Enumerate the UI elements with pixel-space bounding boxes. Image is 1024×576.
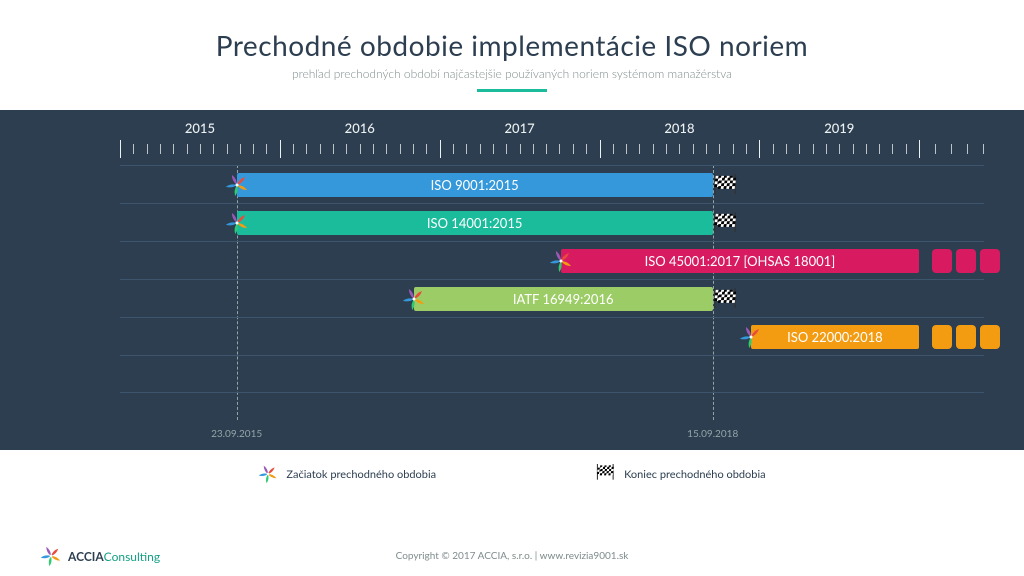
gantt-rows: ISO 9001:2015 ISO 14001:2015 ISO 45001:2… [120, 165, 984, 393]
pinwheel-icon [258, 464, 278, 484]
gantt-bar: ISO 45001:2017 [OHSAS 18001] [561, 249, 920, 273]
gantt-bar: ISO 22000:2018 [751, 325, 919, 349]
timeline-scale: 2015 2016 2017 2018 2019 [120, 110, 984, 165]
gantt-row: IATF 16949:2016 [120, 279, 984, 317]
gantt-row: ISO 9001:2015 [120, 165, 984, 203]
legend-start-label: Začiatok prechodného obdobia [286, 468, 436, 481]
gantt-row: ISO 14001:2015 [120, 203, 984, 241]
checkered-flag-icon [713, 288, 739, 310]
marker-date: 15.09.2018 [687, 428, 738, 440]
gantt-bar: IATF 16949:2016 [414, 287, 713, 311]
page-subtitle: prehľad prechodných období najčastejšie … [0, 66, 1024, 81]
footer-copyright: Copyright © 2017 ACCIA, s.r.o. | www.rev… [0, 550, 1024, 562]
gantt-bar: ISO 9001:2015 [237, 173, 713, 197]
gantt-bar: ISO 14001:2015 [237, 211, 713, 235]
year-label: 2017 [440, 120, 600, 136]
checkered-flag-icon [713, 174, 739, 196]
year-label: 2019 [759, 120, 919, 136]
year-label: 2018 [600, 120, 760, 136]
legend: Začiatok prechodného obdobia Koniec prec… [0, 450, 1024, 484]
legend-end: Koniec prechodného obdobia [596, 464, 766, 484]
gantt-row: ISO 22000:2018 [120, 317, 984, 355]
checkered-flag-icon [596, 464, 616, 484]
continuation-blocks [932, 325, 1000, 349]
year-label: 2015 [120, 120, 280, 136]
checkered-flag-icon [713, 212, 739, 234]
marker-date: 23.09.2015 [211, 428, 262, 440]
title-underline [477, 89, 547, 92]
continuation-blocks [932, 249, 1000, 273]
header: Prechodné obdobie implementácie ISO nori… [0, 0, 1024, 110]
footer: ACCIAConsulting Copyright © 2017 ACCIA, … [0, 536, 1024, 576]
pinwheel-icon [225, 211, 249, 235]
pinwheel-icon [402, 287, 426, 311]
legend-start: Začiatok prechodného obdobia [258, 464, 436, 484]
pinwheel-icon [225, 173, 249, 197]
pinwheel-icon [549, 249, 573, 273]
gantt-chart: 2015 2016 2017 2018 2019 23.09.2015 15.0… [0, 110, 1024, 450]
page-title: Prechodné obdobie implementácie ISO nori… [0, 28, 1024, 62]
legend-end-label: Koniec prechodného obdobia [624, 468, 766, 481]
gantt-row [120, 355, 984, 393]
gantt-row: ISO 45001:2017 [OHSAS 18001] [120, 241, 984, 279]
pinwheel-icon [739, 325, 763, 349]
year-label: 2016 [280, 120, 440, 136]
